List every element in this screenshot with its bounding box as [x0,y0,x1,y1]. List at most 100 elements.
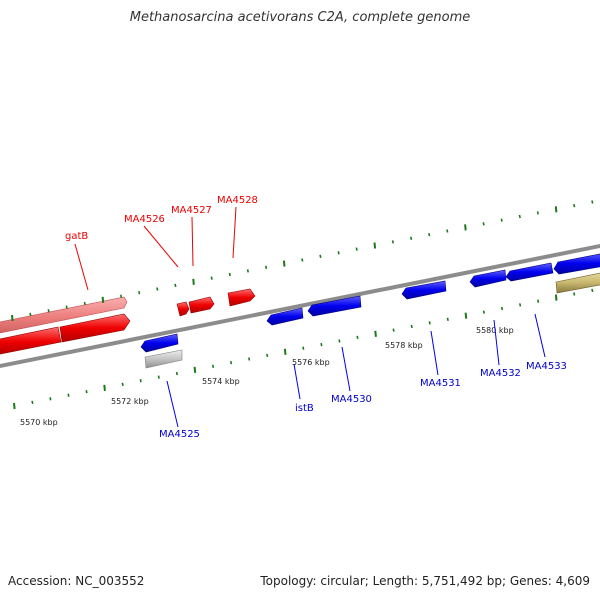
minor-tick [482,222,485,226]
label-gatB: gatB [65,231,88,242]
minor-tick [246,269,249,273]
gene-gatB-segment [0,296,128,334]
minor-tick [139,379,142,383]
minor-tick [138,290,141,295]
minor-tick [211,364,215,368]
minor-tick [29,312,32,317]
gene-MA4532 [469,269,507,288]
label-MA4533: MA4533 [526,361,567,372]
minor-tick [356,335,359,340]
scale-label-5570: 5570 kbp [20,418,58,427]
major-tick [283,348,287,355]
major-tick [11,314,14,322]
reverse-gene-labels [166,313,546,428]
minor-tick [157,375,160,379]
gene-istB [266,307,304,326]
minor-tick [266,353,269,358]
minor-tick [319,254,322,259]
minor-tick [31,400,34,405]
minor-tick [302,346,305,350]
gene-forward-segment-left [0,326,62,355]
minor-tick [392,328,395,332]
minor-tick [175,371,178,376]
gene-reverse-right [553,253,600,275]
footer-accession: Accession: NC_003552 [8,574,145,588]
minor-tick [337,251,340,255]
major-tick [374,330,377,337]
minor-tick [85,389,88,394]
forward-gene-label-text: gatB MA4526 MA4527 MA4528 [65,195,258,242]
minor-tick [65,305,68,309]
major-tick [464,224,467,231]
reverse-strand-genes [140,253,600,369]
scale-label-5574: 5574 kbp [202,377,240,386]
label-MA4525: MA4525 [159,429,200,440]
minor-tick [156,287,159,291]
label-MA4526: MA4526 [124,214,165,225]
minor-tick [428,232,431,237]
forward-strand-genes [0,288,256,355]
label-MA4528: MA4528 [217,195,258,206]
minor-tick [120,294,123,298]
major-tick [464,312,468,319]
scale-labels: 5570 kbp 5572 kbp 5574 kbp 5576 kbp 5578… [20,326,514,427]
minor-tick [482,310,485,314]
gene-MA4533 [505,262,554,282]
minor-tick [446,317,449,321]
major-tick [192,278,195,285]
gene-olive-right [555,272,600,294]
scale-label-5576: 5576 kbp [292,358,330,367]
minor-tick [410,324,413,329]
gene-MA4527 [188,296,215,314]
label-MA4527: MA4527 [171,205,212,216]
reverse-gene-label-text: MA4525 istB MA4530 MA4531 MA4532 MA4533 [159,361,567,440]
minor-tick [338,339,341,343]
minor-tick [49,397,52,401]
gene-MA4525 [140,333,179,353]
minor-tick [320,342,323,347]
major-tick [373,242,377,249]
major-tick [193,366,197,373]
minor-tick [67,393,70,397]
minor-tick [446,229,449,233]
map-title: Methanosarcina acetivorans C2A, complete… [129,10,471,25]
label-MA4530: MA4530 [331,394,372,405]
scale-label-5578: 5578 kbp [385,341,423,350]
major-tick [103,384,106,391]
forward-tick-row [11,200,594,322]
minor-tick [537,299,540,303]
gene-MA4531 [401,280,447,300]
gene-MA4525-grey [144,349,183,369]
minor-tick [47,309,50,313]
minor-tick [355,247,358,251]
minor-tick [248,357,251,361]
label-istB: istB [295,403,314,414]
gene-MA4528 [227,288,256,307]
gene-MA4530 [307,295,362,317]
reverse-tick-row [13,288,594,410]
minor-tick [228,272,231,277]
major-tick [13,402,16,410]
label-MA4532: MA4532 [480,368,521,379]
minor-tick [301,258,304,262]
minor-tick [174,283,177,288]
minor-tick [265,265,268,269]
minor-tick [83,301,86,306]
label-MA4531: MA4531 [420,378,461,389]
major-tick [554,294,558,301]
forward-gene-labels [74,206,237,291]
gene-MA4526 [176,301,190,317]
major-tick [101,296,105,303]
minor-tick [573,292,576,296]
minor-tick [210,276,213,280]
minor-tick [591,200,594,204]
gene-forward-segment-right [59,313,131,343]
minor-tick [536,211,539,215]
footer-stats: Topology: circular; Length: 5,751,492 bp… [260,574,590,588]
backbone [0,243,600,369]
minor-tick [519,303,522,307]
minor-tick [500,218,503,222]
minor-tick [410,236,413,240]
scale-label-5572: 5572 kbp [111,397,149,406]
